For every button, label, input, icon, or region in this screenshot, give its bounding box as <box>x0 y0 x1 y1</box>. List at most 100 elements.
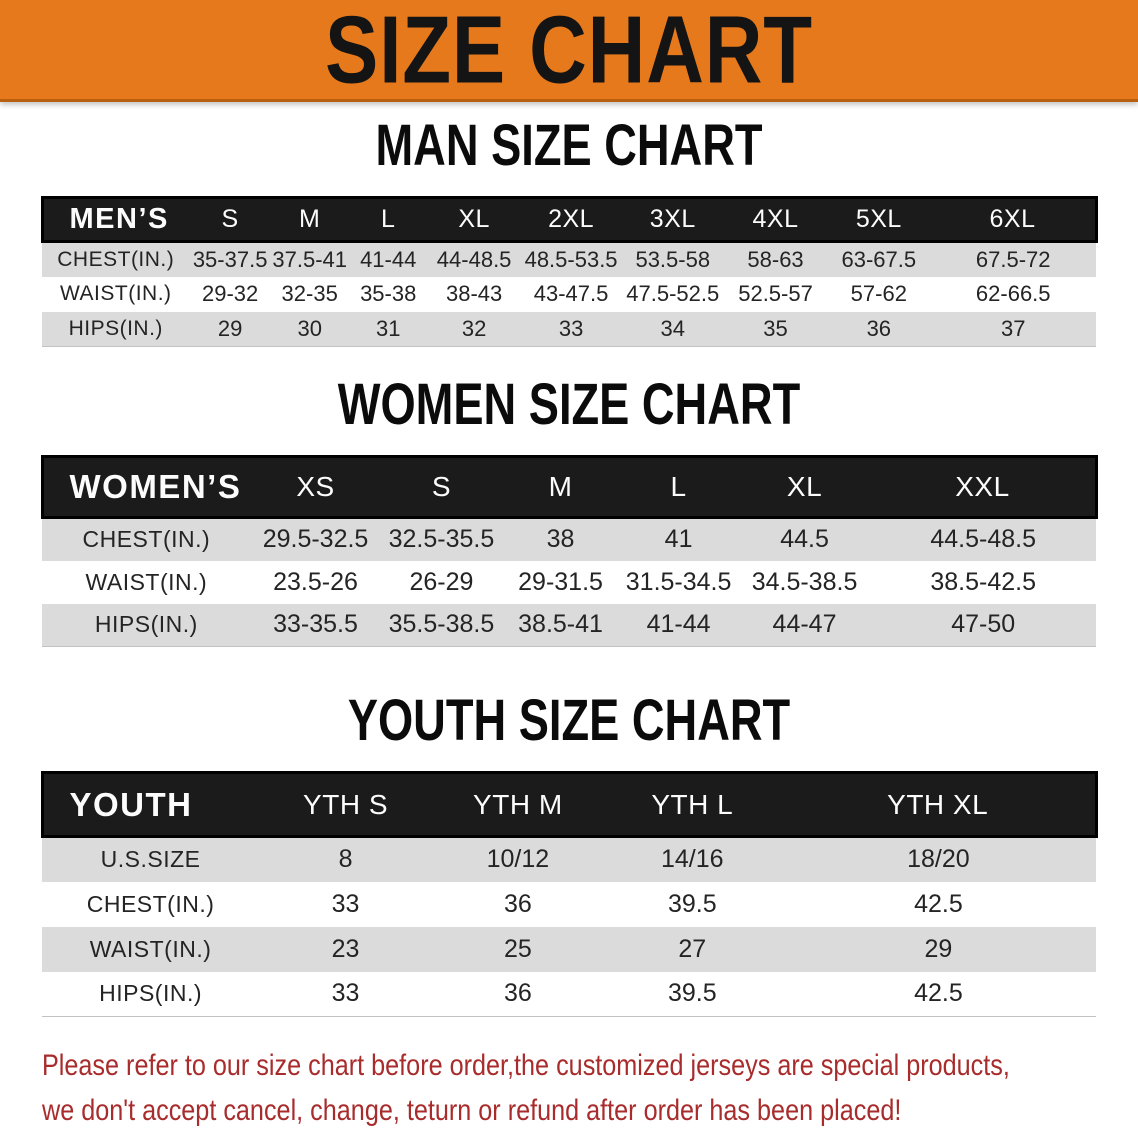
men-size-value: 62-66.5 <box>930 276 1096 312</box>
women-column-header: XL <box>738 455 871 519</box>
women-size-table: WOMEN’S XS S M L XL XXL CHEST(IN.) 29.5-32.5 32.5… <box>40 455 1098 647</box>
youth-size-value: 8 <box>259 835 432 882</box>
men-table-row: WAIST(IN.) 29-32 32-35 35-38 38-43 43-47.5 47.… <box>42 276 1096 312</box>
youth-table-row: HIPS(IN.) 33 36 39.5 42.5 <box>42 971 1096 1017</box>
men-size-value: 29-32 <box>189 276 271 312</box>
men-size-value: 33 <box>520 311 622 347</box>
youth-size-section: YOUTH SIZE CHART YOUTH YTH S YTH M YTH L YTH … <box>0 692 1138 1017</box>
youth-row-label: HIPS(IN.) <box>42 971 260 1017</box>
women-size-value: 41-44 <box>618 603 739 647</box>
youth-table-row: WAIST(IN.) 23 25 27 29 <box>42 926 1096 972</box>
men-size-value: 34 <box>621 311 724 347</box>
men-row-label: WAIST(IN.) <box>42 276 190 312</box>
women-size-value: 26-29 <box>380 560 503 604</box>
men-size-value: 52.5-57 <box>723 276 828 312</box>
youth-size-value: 18/20 <box>780 835 1096 882</box>
women-size-value: 29-31.5 <box>502 560 619 604</box>
men-size-value: 35-37.5 <box>189 240 271 277</box>
men-size-value: 58-63 <box>723 240 828 277</box>
youth-size-value: 10/12 <box>431 835 604 882</box>
women-column-header: S <box>380 455 503 519</box>
women-column-header: M <box>502 455 619 519</box>
men-column-header: 6XL <box>930 196 1098 243</box>
women-column-header: XXL <box>870 455 1098 519</box>
youth-row-label: U.S.SIZE <box>42 835 260 882</box>
youth-size-value: 14/16 <box>603 835 781 882</box>
women-size-value: 29.5-32.5 <box>250 516 381 561</box>
women-size-value: 47-50 <box>870 603 1096 647</box>
women-row-label: CHEST(IN.) <box>42 516 251 561</box>
women-size-value: 33-35.5 <box>250 603 381 647</box>
women-size-value: 38 <box>502 516 619 561</box>
youth-size-value: 29 <box>780 926 1096 972</box>
youth-size-value: 42.5 <box>780 881 1096 927</box>
men-size-value: 29 <box>189 311 271 347</box>
youth-column-header: YTH M <box>431 771 604 838</box>
men-column-header: XL <box>427 196 521 243</box>
women-table-row: WAIST(IN.) 23.5-26 26-29 29-31.5 31.5-34.5 34… <box>42 560 1096 604</box>
men-column-header: 4XL <box>723 196 828 243</box>
men-size-value: 32-35 <box>270 276 349 312</box>
women-table-row: CHEST(IN.) 29.5-32.5 32.5-35.5 38 41 44.5 44.5… <box>42 516 1096 561</box>
youth-size-value: 25 <box>431 926 604 972</box>
banner-title: SIZE CHART <box>325 0 813 103</box>
notice-line-1: Please refer to our size chart before or… <box>42 1049 1010 1082</box>
order-notice: Please refer to our size chart before or… <box>42 1043 1138 1132</box>
women-table-corner-label: WOMEN’S <box>40 455 251 519</box>
youth-row-label: CHEST(IN.) <box>42 881 260 927</box>
youth-column-header: YTH XL <box>780 771 1098 838</box>
youth-size-value: 42.5 <box>780 971 1096 1017</box>
women-size-value: 44-47 <box>738 603 871 647</box>
men-table-row: HIPS(IN.) 29 30 31 32 33 34 35 36 37 <box>42 311 1096 347</box>
women-size-value: 41 <box>618 516 739 561</box>
men-size-value: 35-38 <box>348 276 428 312</box>
men-size-value: 43-47.5 <box>520 276 622 312</box>
women-section-heading: WOMEN SIZE CHART <box>337 372 801 437</box>
men-size-value: 35 <box>723 311 828 347</box>
women-size-value: 32.5-35.5 <box>380 516 503 561</box>
men-size-value: 36 <box>827 311 931 347</box>
women-size-value: 44.5-48.5 <box>870 516 1096 561</box>
women-size-value: 38.5-42.5 <box>870 560 1096 604</box>
men-column-header: 5XL <box>827 196 931 243</box>
youth-size-value: 36 <box>431 971 604 1017</box>
women-row-label: WAIST(IN.) <box>42 560 251 604</box>
women-size-value: 38.5-41 <box>502 603 619 647</box>
men-size-value: 32 <box>427 311 521 347</box>
women-size-value: 35.5-38.5 <box>380 603 503 647</box>
women-row-label: HIPS(IN.) <box>42 603 251 647</box>
men-table-row: CHEST(IN.) 35-37.5 37.5-41 41-44 44-48.5 48.5… <box>42 240 1096 277</box>
youth-size-table: YOUTH YTH S YTH M YTH L YTH XL U.S.SIZE 8 10/12… <box>40 771 1098 1017</box>
youth-row-label: WAIST(IN.) <box>42 926 260 972</box>
youth-column-header: YTH L <box>603 771 781 838</box>
youth-table-corner-label: YOUTH <box>40 771 260 838</box>
men-size-section: MAN SIZE CHART MEN’S S M L XL 2XL 3XL 4XL 5XL 6XL C… <box>0 113 1138 347</box>
men-size-value: 53.5-58 <box>621 240 724 277</box>
men-size-value: 48.5-53.5 <box>520 240 622 277</box>
men-table-corner-label: MEN’S <box>40 196 190 243</box>
men-row-label: HIPS(IN.) <box>42 311 190 347</box>
youth-table-row: CHEST(IN.) 33 36 39.5 42.5 <box>42 881 1096 927</box>
men-column-header: 2XL <box>520 196 622 243</box>
notice-line-2: we don't accept cancel, change, teturn o… <box>42 1094 902 1127</box>
men-size-value: 37 <box>930 311 1096 347</box>
youth-column-header: YTH S <box>259 771 432 838</box>
women-size-value: 34.5-38.5 <box>738 560 871 604</box>
youth-size-value: 39.5 <box>603 971 781 1017</box>
men-column-header: M <box>270 196 349 243</box>
men-size-value: 31 <box>348 311 428 347</box>
men-section-heading: MAN SIZE CHART <box>375 113 763 178</box>
men-column-header: 3XL <box>621 196 724 243</box>
size-chart-banner: SIZE CHART <box>0 0 1138 102</box>
men-size-value: 44-48.5 <box>427 240 521 277</box>
size-chart-sections: MAN SIZE CHART MEN’S S M L XL 2XL 3XL 4XL 5XL 6XL C… <box>0 113 1138 1017</box>
men-size-value: 57-62 <box>827 276 931 312</box>
women-size-value: 44.5 <box>738 516 871 561</box>
women-size-value: 23.5-26 <box>250 560 381 604</box>
women-size-section: WOMEN SIZE CHART WOMEN’S XS S M L XL XXL CHEST(I… <box>0 372 1138 647</box>
youth-size-value: 36 <box>431 881 604 927</box>
men-size-table: MEN’S S M L XL 2XL 3XL 4XL 5XL 6XL CHEST(IN.) 35-37… <box>40 196 1098 347</box>
youth-table-row: U.S.SIZE 8 10/12 14/16 18/20 <box>42 835 1096 882</box>
women-column-header: L <box>618 455 739 519</box>
youth-size-value: 33 <box>259 971 432 1017</box>
